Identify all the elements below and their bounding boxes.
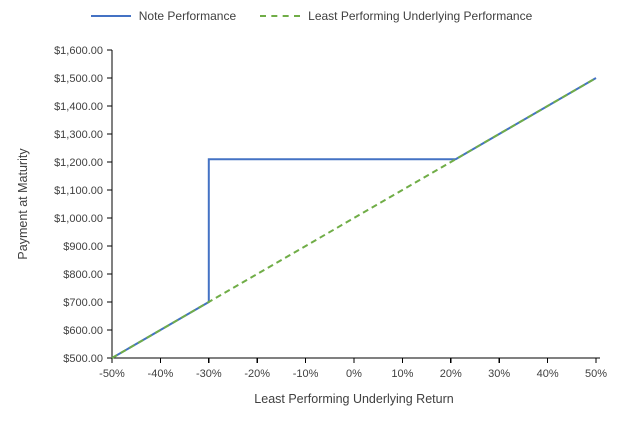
y-axis-tick-label: $1,400.00 <box>54 101 103 113</box>
y-axis-tick-label: $800.00 <box>63 269 103 281</box>
chart-legend: Note Performance Least Performing Underl… <box>0 9 623 23</box>
x-axis-tick-label: -30% <box>196 368 222 380</box>
legend-item-note-performance: Note Performance <box>90 9 237 23</box>
legend-label-note-performance: Note Performance <box>138 9 237 23</box>
x-axis-tick-label: 0% <box>346 368 362 380</box>
legend-line-sample-solid-icon <box>90 15 131 17</box>
x-axis-tick-label: 40% <box>537 368 559 380</box>
y-axis-tick-label: $1,600.00 <box>54 45 103 57</box>
y-axis-tick-label: $500.00 <box>63 353 103 365</box>
series-line-least-performing-underlying-performance <box>111 77 597 359</box>
y-axis-tick-label: $600.00 <box>63 325 103 337</box>
x-axis-tick-label: -40% <box>148 368 174 380</box>
x-axis-tick-label: 50% <box>585 368 607 380</box>
y-axis-tick-label: $1,500.00 <box>54 73 103 85</box>
legend-label-underlying-performance: Least Performing Underlying Performance <box>308 9 533 23</box>
x-axis-title: Least Performing Underlying Return <box>254 392 453 406</box>
y-axis-title: Payment at Maturity <box>16 148 30 260</box>
y-axis-tick-label: $1,300.00 <box>54 129 103 141</box>
x-axis-tick-label: 10% <box>391 368 413 380</box>
x-axis-tick-label: 20% <box>440 368 462 380</box>
y-axis-tick-label: $1,000.00 <box>54 213 103 225</box>
x-axis-tick-label: 30% <box>488 368 510 380</box>
legend-line-sample-dashed-icon <box>260 15 301 17</box>
y-axis-tick-label: $1,100.00 <box>54 185 103 197</box>
y-axis-tick-label: $700.00 <box>63 297 103 309</box>
legend-item-underlying-performance: Least Performing Underlying Performance <box>260 9 532 23</box>
x-axis-tick-label: -20% <box>244 368 270 380</box>
x-axis-tick-label: -10% <box>293 368 319 380</box>
y-axis-tick-label: $1,200.00 <box>54 157 103 169</box>
x-axis-tick-label: -50% <box>99 368 125 380</box>
y-axis-tick-label: $900.00 <box>63 241 103 253</box>
